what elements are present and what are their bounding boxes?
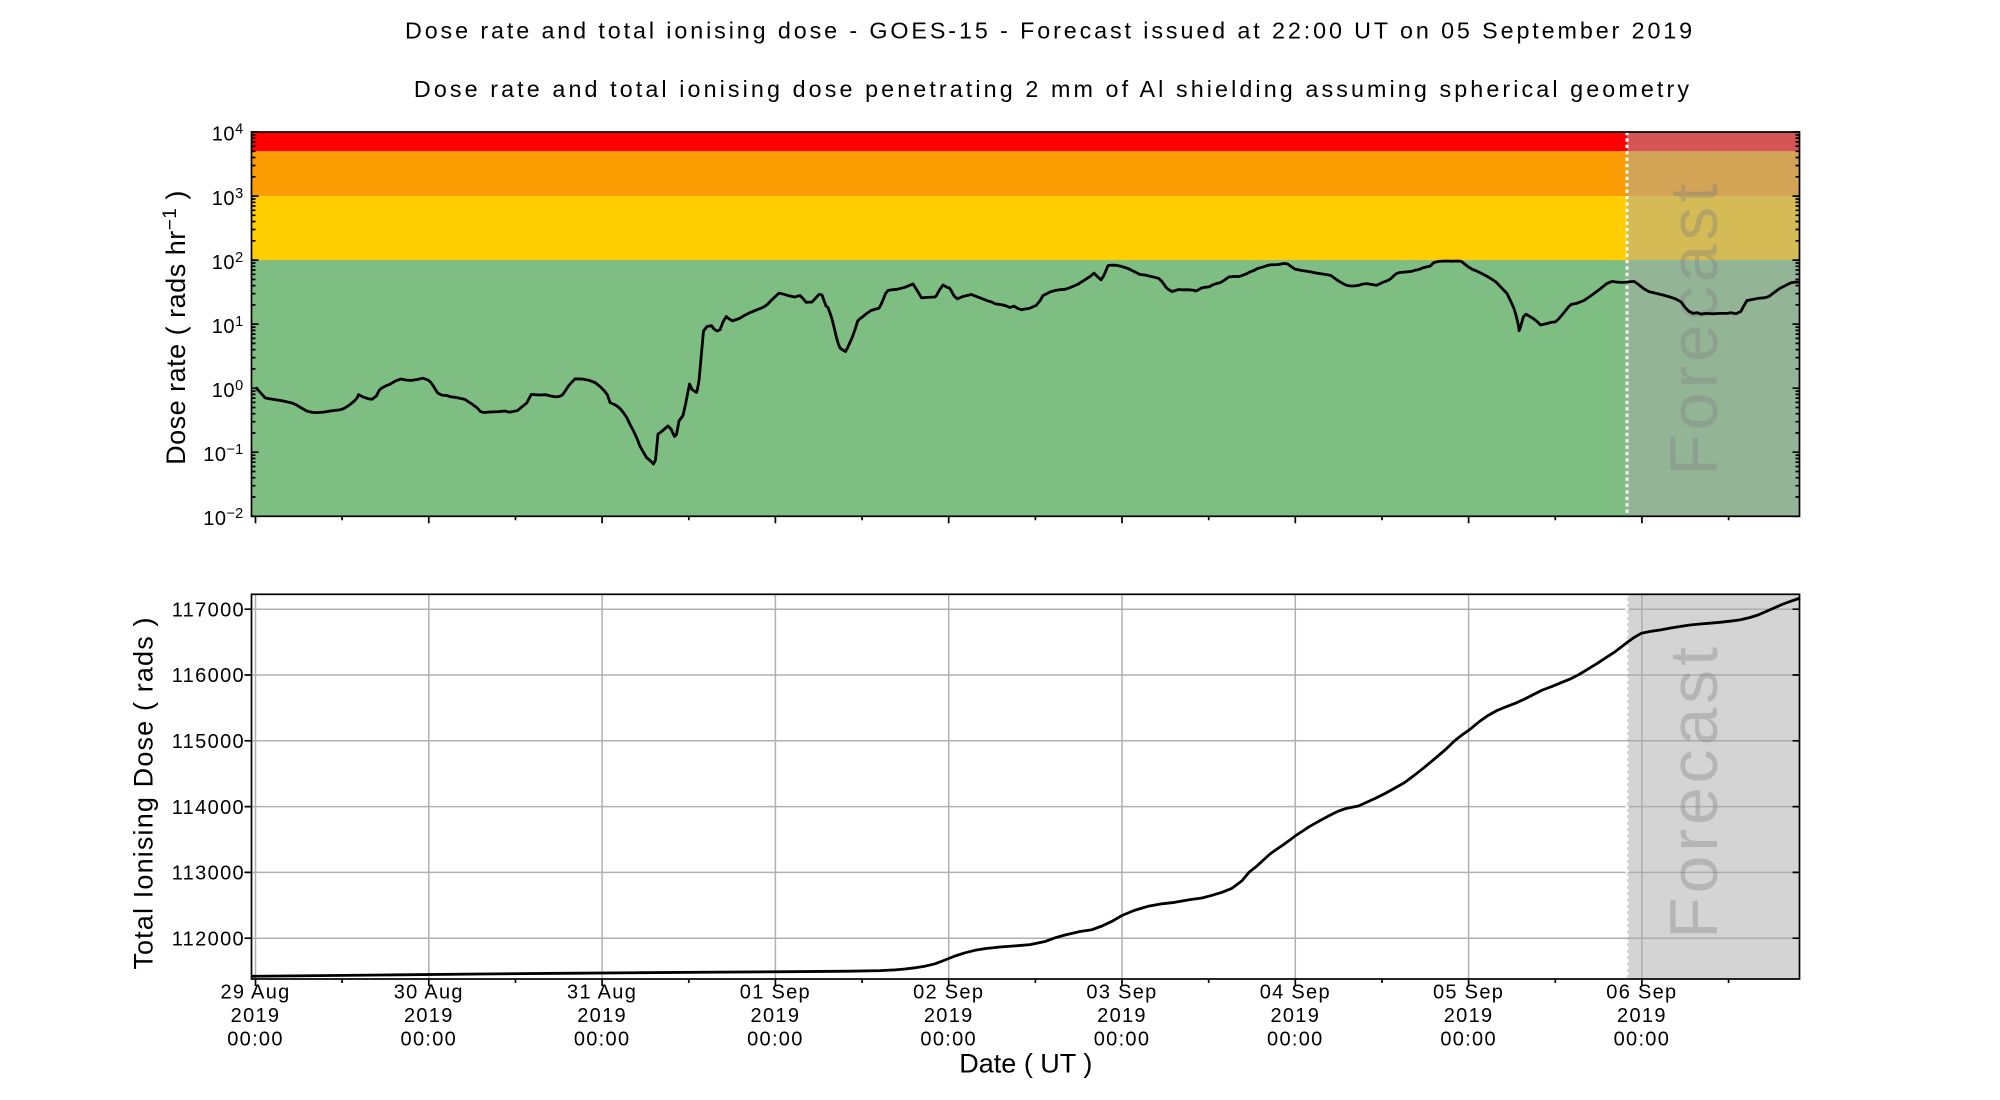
svg-text:04 Sep: 04 Sep — [1260, 981, 1331, 1003]
svg-text:103: 103 — [212, 186, 244, 210]
svg-text:00:00: 00:00 — [227, 1028, 284, 1050]
svg-text:Total Ionising Dose ( rads ): Total Ionising Dose ( rads ) — [129, 616, 159, 969]
svg-text:00:00: 00:00 — [574, 1028, 631, 1050]
svg-text:06 Sep: 06 Sep — [1606, 981, 1677, 1003]
svg-text:00:00: 00:00 — [920, 1028, 977, 1050]
svg-text:03 Sep: 03 Sep — [1086, 981, 1157, 1003]
svg-text:00:00: 00:00 — [401, 1028, 458, 1050]
svg-text:Dose rate ( rads hr−1 ): Dose rate ( rads hr−1 ) — [160, 190, 191, 465]
svg-text:2019: 2019 — [1270, 1005, 1320, 1027]
svg-text:112000: 112000 — [172, 928, 245, 950]
svg-text:116000: 116000 — [172, 665, 245, 687]
svg-text:114000: 114000 — [172, 797, 245, 819]
svg-text:100: 100 — [212, 378, 244, 402]
svg-text:00:00: 00:00 — [1094, 1028, 1151, 1050]
svg-text:00:00: 00:00 — [1267, 1028, 1324, 1050]
svg-text:101: 101 — [212, 314, 244, 338]
svg-text:Forecast: Forecast — [1656, 643, 1732, 939]
svg-text:31 Aug: 31 Aug — [567, 981, 637, 1003]
svg-text:29 Aug: 29 Aug — [220, 981, 290, 1003]
svg-text:117000: 117000 — [172, 599, 245, 621]
svg-text:00:00: 00:00 — [747, 1028, 804, 1050]
svg-text:2019: 2019 — [1444, 1005, 1494, 1027]
svg-text:10−1: 10−1 — [203, 442, 243, 466]
svg-text:2019: 2019 — [404, 1005, 454, 1027]
svg-text:00:00: 00:00 — [1614, 1028, 1671, 1050]
svg-text:2019: 2019 — [577, 1005, 627, 1027]
svg-text:02 Sep: 02 Sep — [913, 981, 984, 1003]
svg-text:104: 104 — [212, 122, 244, 146]
svg-text:2019: 2019 — [231, 1005, 281, 1027]
svg-text:Dose rate and total ionising d: Dose rate and total ionising dose penetr… — [414, 76, 1692, 102]
svg-text:Forecast: Forecast — [1656, 180, 1732, 476]
svg-text:05 Sep: 05 Sep — [1433, 981, 1504, 1003]
svg-text:2019: 2019 — [751, 1005, 801, 1027]
svg-text:2019: 2019 — [1097, 1005, 1147, 1027]
svg-text:Date ( UT ): Date ( UT ) — [959, 1049, 1092, 1079]
svg-text:30 Aug: 30 Aug — [394, 981, 464, 1003]
svg-text:115000: 115000 — [172, 731, 245, 753]
svg-text:113000: 113000 — [172, 863, 245, 885]
svg-text:10−2: 10−2 — [203, 506, 243, 530]
svg-text:Dose rate and total ionising d: Dose rate and total ionising dose - GOES… — [405, 18, 1695, 44]
svg-text:102: 102 — [212, 250, 244, 274]
svg-text:2019: 2019 — [1617, 1005, 1667, 1027]
svg-text:2019: 2019 — [924, 1005, 974, 1027]
svg-text:00:00: 00:00 — [1440, 1028, 1497, 1050]
svg-text:01 Sep: 01 Sep — [740, 981, 811, 1003]
